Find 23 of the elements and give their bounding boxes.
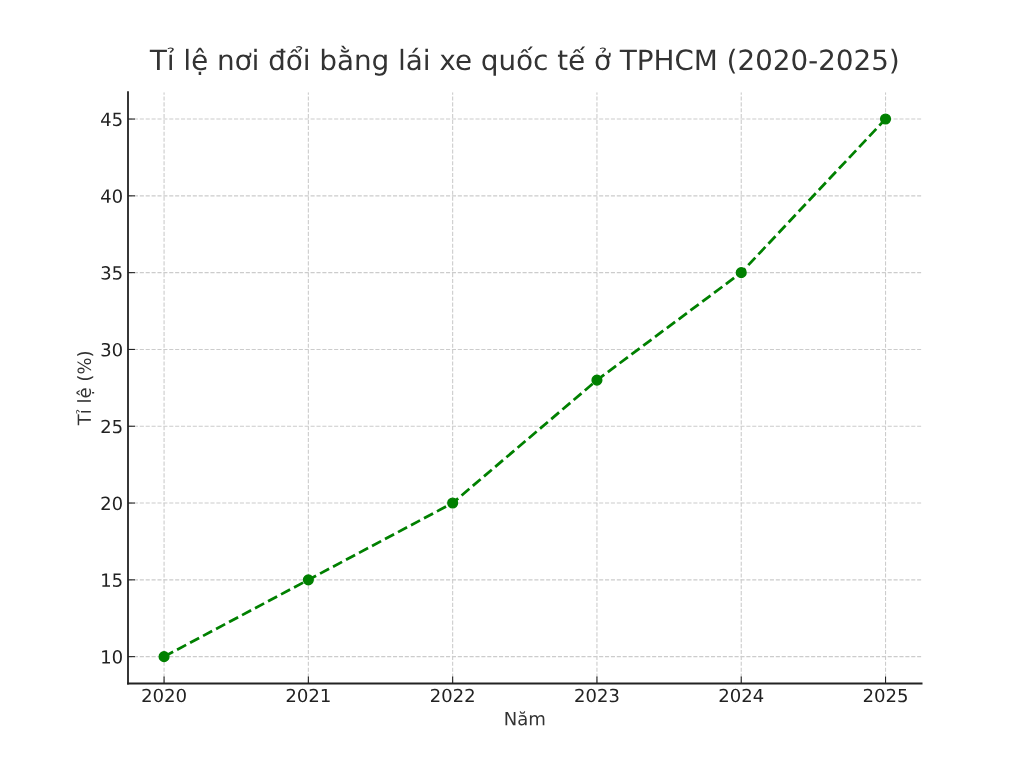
y-axis-title: Tỉ lệ (%) bbox=[76, 351, 95, 426]
point bbox=[158, 651, 170, 663]
y-tick-label: 30 bbox=[101, 342, 122, 357]
x-tick-label: 2020 bbox=[142, 688, 186, 703]
y-tick-label: 10 bbox=[102, 650, 122, 664]
point bbox=[591, 374, 603, 386]
point bbox=[302, 574, 314, 586]
x-tick-label: 2023 bbox=[575, 688, 619, 703]
y-tick-label: 20 bbox=[101, 496, 122, 511]
y-tick-label: 25 bbox=[101, 419, 122, 434]
point bbox=[735, 267, 747, 279]
x-axis-title: Năm bbox=[505, 711, 545, 726]
x-tick-label: 2021 bbox=[286, 688, 330, 703]
point bbox=[879, 113, 892, 125]
y-tick-label: 15 bbox=[102, 573, 122, 587]
x-tick-label: 2024 bbox=[719, 688, 764, 703]
x-tick-label: 2022 bbox=[431, 688, 474, 703]
point bbox=[447, 497, 459, 509]
x-tick-label: 2025 bbox=[863, 688, 907, 703]
y-tick-label: 45 bbox=[101, 112, 122, 127]
chart-title: Tỉ lệ nơi đổi bằng lái xe quốc tế ở TPHCM (2020-2025) bbox=[149, 45, 898, 76]
y-tick-label: 35 bbox=[101, 266, 122, 280]
y-tick-label: 40 bbox=[101, 189, 122, 203]
